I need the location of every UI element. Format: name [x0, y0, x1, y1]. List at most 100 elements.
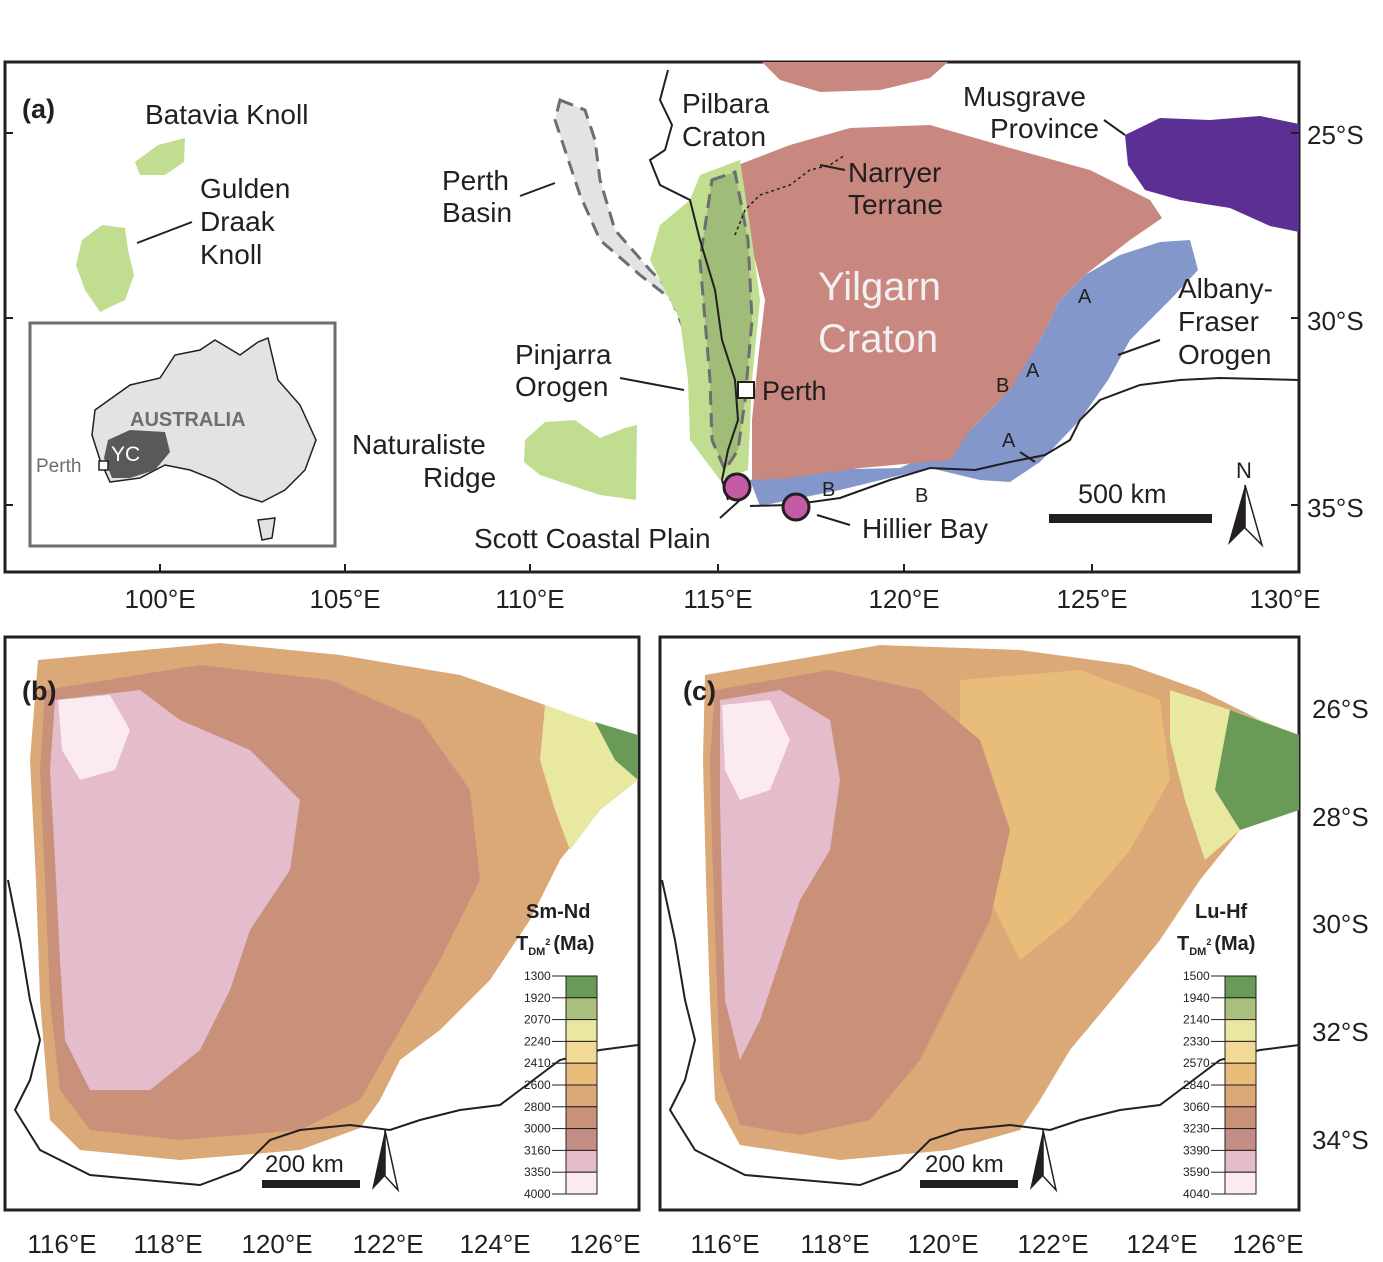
batavia-knoll-region	[135, 138, 185, 175]
panel-a-ticks	[5, 132, 1299, 572]
x-tick-label: 100°E	[124, 584, 195, 614]
x-tick-label: 110°E	[495, 584, 564, 614]
legend-c-value: 2840	[1183, 1078, 1210, 1092]
legend-b-value: 3000	[524, 1122, 551, 1136]
legend-c-value: 2570	[1183, 1056, 1210, 1070]
perth-basin-label-2: Basin	[442, 197, 512, 228]
legend-c-sub: DM	[1189, 946, 1206, 958]
legend-c-t: T	[1177, 933, 1189, 955]
naturaliste-label-1: Naturaliste	[352, 429, 486, 460]
leader-lines	[136, 119, 1161, 526]
yilgarn-label-2: Craton	[818, 317, 938, 361]
pinjarra-label-1: Pinjarra	[515, 339, 612, 370]
north-arrow-b	[372, 1129, 400, 1193]
x-tick-label: 126°E	[1232, 1229, 1303, 1259]
perth-label: Perth	[762, 376, 827, 406]
x-tick-label: 115°E	[683, 584, 752, 614]
marker-b-2: B	[822, 479, 835, 501]
legend-c-swatch	[1224, 1171, 1257, 1195]
legend-c-sup: 2	[1206, 937, 1211, 947]
gulden-label-1: Gulden	[200, 173, 290, 204]
albany-label-3: Orogen	[1178, 339, 1271, 370]
legend-b-value: 4000	[524, 1187, 551, 1201]
perth-city-marker	[737, 381, 755, 399]
north-arrow-a-label: N	[1236, 458, 1252, 483]
legend-c-title: Lu-Hf	[1195, 901, 1248, 923]
panel-c-label: (c)	[683, 676, 716, 706]
legend-b-t: T	[516, 933, 528, 955]
musgrave-province-region	[1125, 116, 1299, 232]
albany-label-2: Fraser	[1178, 306, 1259, 337]
legend-b-swatch	[565, 1149, 598, 1173]
panel-a-y-tick-labels: 25°S 30°S 35°S	[1307, 120, 1364, 523]
legend-b-unit: TDM2 (Ma)	[516, 933, 594, 958]
legend-c-swatch	[1224, 1084, 1257, 1108]
pilbara-label-1: Pilbara	[682, 88, 770, 119]
marker-a-2: A	[1026, 360, 1040, 382]
legend-b-swatch	[565, 1128, 598, 1151]
legend-c-swatch	[1224, 1019, 1257, 1042]
x-tick-label: 118°E	[133, 1229, 202, 1259]
scale-bar-c	[920, 1180, 1018, 1188]
yilgarn-craton-region	[738, 125, 1162, 480]
narryer-boundary	[734, 154, 846, 236]
x-tick-label: 120°E	[241, 1229, 312, 1259]
legend-c-value: 4040	[1183, 1187, 1210, 1201]
scale-bar-a	[1049, 514, 1212, 523]
musgrave-label-1: Musgrave	[963, 81, 1086, 112]
pinjarra-label-2: Orogen	[515, 371, 608, 402]
legend-b-swatch	[565, 1062, 598, 1086]
panel-b-green-corner	[595, 722, 638, 780]
legend-c-value: 2330	[1183, 1034, 1210, 1048]
marker-a-3: A	[1002, 430, 1016, 452]
north-arrow-c	[1030, 1129, 1058, 1193]
scale-bar-b-label: 200 km	[265, 1151, 344, 1178]
hillier-bay-label: Hillier Bay	[862, 513, 988, 544]
panel-b-label: (b)	[22, 676, 56, 706]
x-tick-label: 122°E	[1017, 1229, 1088, 1259]
legend-b-value: 2240	[524, 1034, 551, 1048]
legend-b-swatch	[565, 1106, 598, 1130]
x-tick-label: 118°E	[800, 1229, 869, 1259]
panel-b-pink-zone	[50, 690, 300, 1090]
legend-b-swatch	[565, 1019, 598, 1042]
x-tick-label: 126°E	[569, 1229, 640, 1259]
perth-basin-label-1: Perth	[442, 165, 509, 196]
legend-b-value: 2600	[524, 1078, 551, 1092]
legend-c-swatch	[1224, 975, 1257, 999]
legend-b-title: Sm-Nd	[526, 901, 590, 923]
x-tick-label: 116°E	[27, 1229, 96, 1259]
legend-c-value: 1500	[1183, 969, 1210, 983]
legend-b-swatch	[565, 1084, 598, 1108]
x-tick-label: 120°E	[868, 584, 939, 614]
legend-c-ramp: 1500 1940 2140 2330 2570 2840 3060 3230 3390 3590…	[1183, 969, 1257, 1201]
y-tick-label: 26°S	[1312, 694, 1369, 724]
legend-c-swatch	[1224, 1062, 1257, 1086]
legend-c-value: 1940	[1183, 991, 1210, 1005]
y-tick-label: 34°S	[1312, 1125, 1369, 1155]
scale-bar-c-label: 200 km	[925, 1151, 1004, 1178]
x-tick-label: 125°E	[1056, 584, 1127, 614]
legend-b-value: 1920	[524, 991, 551, 1005]
inset-perth-label: Perth	[36, 456, 81, 477]
legend-c-ma: (Ma)	[1214, 933, 1255, 955]
y-tick-label: 30°S	[1312, 909, 1369, 939]
panel-c-pale-spot	[722, 700, 790, 800]
narryer-label-1: Narryer	[848, 157, 941, 188]
naturaliste-ridge-region	[524, 420, 637, 500]
legend-c-value: 2140	[1183, 1013, 1210, 1027]
marker-a-1: A	[1078, 286, 1092, 308]
gulden-draak-knoll-region	[76, 225, 134, 312]
albany-label-1: Albany-	[1178, 273, 1273, 304]
gulden-label-3: Knoll	[200, 239, 262, 270]
legend-c-swatch	[1224, 1106, 1257, 1130]
legend-c-swatch	[1224, 1128, 1257, 1151]
legend-b-sub: DM	[528, 946, 545, 958]
tasmania-shape	[257, 517, 276, 541]
panel-b-x-tick-labels: 116°E 118°E 120°E 122°E 124°E 126°E	[27, 1229, 640, 1259]
y-tick-label: 35°S	[1307, 493, 1364, 523]
legend-c-swatch	[1224, 1149, 1257, 1173]
x-tick-label: 105°E	[309, 584, 380, 614]
legend-c-value: 3060	[1183, 1100, 1210, 1114]
